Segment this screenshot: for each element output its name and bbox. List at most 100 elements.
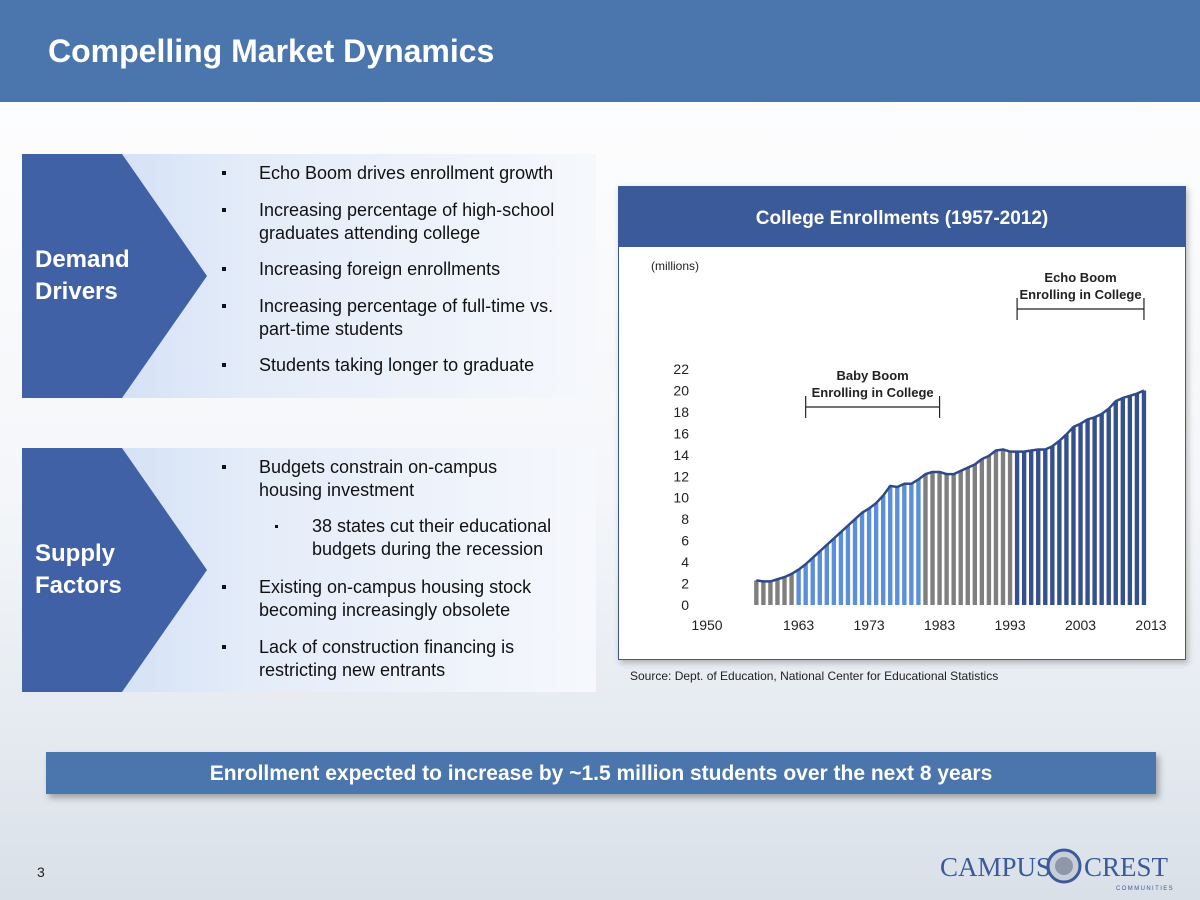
- bullet-marker: [222, 304, 226, 308]
- enrollment-bar: [1113, 401, 1118, 605]
- enrollment-bar: [937, 471, 942, 605]
- enrollment-bar: [888, 485, 893, 605]
- enrollment-bar: [1085, 419, 1090, 605]
- demand-label-line2: Drivers: [35, 278, 118, 305]
- enrollment-bar: [1007, 451, 1013, 605]
- supply-label-line1: Supply: [35, 540, 116, 567]
- demand-drivers-panel: Demand Drivers Echo Boom drives enrollme…: [22, 154, 596, 398]
- enrollment-bar: [1127, 395, 1133, 605]
- logo-word-2: CREST: [1084, 852, 1169, 882]
- enrollment-bar: [1029, 450, 1034, 605]
- x-tick-label: 1963: [783, 617, 814, 633]
- enrollment-bar: [824, 544, 829, 605]
- enrollment-bar: [1021, 451, 1027, 605]
- annotation-title: Baby Boom: [837, 368, 909, 383]
- bullet-marker: [222, 208, 226, 212]
- annotation-subtitle: Enrolling in College: [812, 385, 934, 400]
- bullet-text: Increasing percentage of high-school: [259, 200, 555, 220]
- y-tick-label: 6: [681, 533, 689, 549]
- enrollment-bar: [754, 580, 759, 605]
- enrollment-bar: [923, 474, 928, 605]
- annotation-subtitle: Enrolling in College: [1019, 287, 1141, 302]
- y-tick-label: 14: [673, 447, 689, 463]
- bullet-text: Increasing foreign enrollments: [259, 259, 501, 279]
- bullet-text: Echo Boom drives enrollment growth: [259, 163, 554, 183]
- x-tick-label: 2013: [1135, 617, 1166, 633]
- enrollment-bar: [881, 495, 886, 605]
- enrollment-bar: [1092, 417, 1097, 605]
- enrollment-bar: [1014, 451, 1020, 605]
- x-tick-label: 1950: [691, 617, 722, 633]
- page-title: Compelling Market Dynamics: [48, 33, 495, 69]
- enrollment-bar: [1064, 434, 1069, 605]
- bullet-text: housing investment: [259, 480, 415, 500]
- enrollment-bar: [979, 459, 985, 605]
- enrollment-bar: [831, 538, 837, 605]
- bullet-text: Students taking longer to graduate: [259, 355, 535, 375]
- bullet-marker: [222, 363, 226, 367]
- enrollment-bar: [845, 525, 851, 605]
- enrollment-bar: [838, 532, 844, 605]
- y-tick-label: 16: [673, 425, 689, 441]
- bullet-marker: [222, 171, 226, 175]
- enrollment-bar: [1120, 397, 1125, 605]
- logo-tagline: COMMUNITIES: [1116, 886, 1174, 892]
- enrollment-bar: [1078, 423, 1083, 605]
- bullet-text: Existing on-campus housing stock: [259, 577, 532, 597]
- bullet-text: becoming increasingly obsolete: [259, 600, 511, 620]
- enrollment-bar: [1134, 393, 1140, 605]
- enrollment-bar: [944, 474, 949, 605]
- bullet-text: Increasing percentage of full-time vs.: [259, 296, 554, 316]
- bullet-marker: [222, 465, 226, 469]
- supply-label: Supply Factors: [35, 538, 122, 602]
- chart-source: Source: Dept. of Education, National Cen…: [630, 669, 999, 683]
- bullet-text: restricting new entrants: [259, 660, 446, 680]
- enrollment-bar: [859, 512, 865, 605]
- enrollment-bar: [866, 508, 872, 605]
- enrollment-bar: [1057, 440, 1062, 605]
- enrollment-bar: [761, 581, 766, 605]
- enrollment-bar: [810, 557, 815, 605]
- chart-unit-label: (millions): [651, 259, 699, 273]
- enrollment-bar: [803, 564, 808, 605]
- y-tick-label: 10: [673, 490, 689, 506]
- enrollment-chart-box: College Enrollments (1957-2012) (million…: [618, 186, 1186, 660]
- enrollment-bar: [789, 573, 794, 605]
- bullet-marker: [222, 645, 226, 649]
- enrollment-bar: [993, 450, 999, 605]
- enrollment-bar: [817, 551, 822, 605]
- bullet-text: graduates attending college: [259, 223, 481, 243]
- enrollment-bar: [916, 479, 921, 605]
- enrollment-bar: [1099, 414, 1104, 605]
- enrollment-bar: [895, 487, 900, 605]
- supply-factors-panel: Supply Factors Budgets constrain on-camp…: [22, 448, 596, 692]
- bullet-text: part-time students: [259, 319, 404, 339]
- page-number: 3: [37, 864, 45, 880]
- enrollment-bar: [782, 577, 787, 605]
- enrollment-bar: [951, 474, 956, 605]
- bullet-text: 38 states cut their educational: [312, 516, 552, 536]
- enrollment-bar: [1043, 449, 1048, 605]
- y-tick-label: 8: [681, 511, 689, 527]
- demand-label-line1: Demand: [35, 246, 130, 273]
- bullet-text: Budgets constrain on-campus: [259, 457, 498, 477]
- enrollment-trend-line: [756, 389, 1145, 583]
- enrollment-bar: [965, 467, 970, 605]
- chart-title: College Enrollments (1957-2012): [619, 187, 1185, 247]
- bullet-text: Lack of construction financing is: [259, 637, 515, 657]
- logo-word-1: CAMPUS: [940, 852, 1051, 882]
- y-tick-label: 20: [673, 382, 689, 398]
- y-tick-label: 12: [673, 468, 689, 484]
- enrollment-bar: [1036, 449, 1041, 605]
- enrollment-bar: [909, 483, 914, 605]
- demand-label: Demand Drivers: [35, 244, 130, 308]
- enrollment-bar: [1106, 408, 1111, 605]
- enrollment-bar: [958, 470, 963, 605]
- enrollment-bar: [1050, 446, 1055, 605]
- enrollment-bar: [930, 471, 935, 605]
- x-tick-label: 1973: [854, 617, 885, 633]
- supply-label-line2: Factors: [35, 572, 122, 599]
- y-tick-label: 22: [673, 361, 689, 377]
- enrollment-callout: Enrollment expected to increase by ~1.5 …: [46, 752, 1156, 794]
- x-tick-label: 1993: [994, 617, 1025, 633]
